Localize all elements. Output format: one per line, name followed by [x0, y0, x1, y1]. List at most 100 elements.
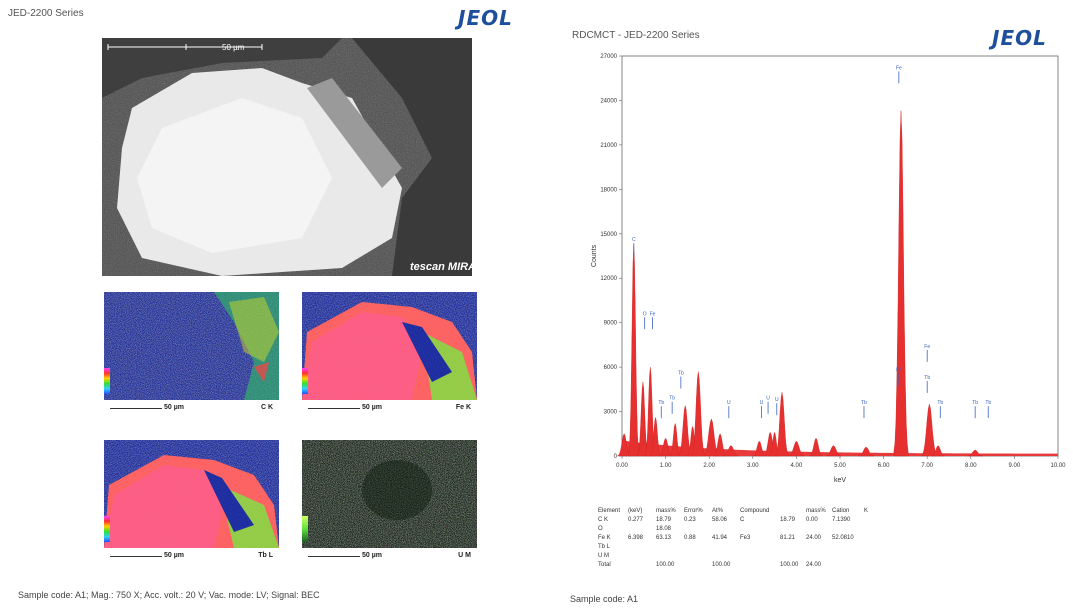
peak-label: Tb	[985, 400, 991, 406]
map-element-label: U M	[458, 552, 471, 559]
left-jeol-logo: JEOL	[458, 6, 513, 30]
map-bar-fe-k: 50 µm Fe K	[302, 402, 477, 416]
table-cell	[656, 552, 684, 561]
table-cell: Cation	[832, 508, 850, 514]
table-cell	[740, 561, 780, 570]
table-cell: 24.00	[806, 562, 822, 568]
y-tick-label: 3000	[604, 410, 618, 416]
table-cell: Element	[598, 508, 621, 514]
table-cell: 18.08	[656, 526, 672, 532]
table-cell	[806, 525, 832, 534]
table-cell	[806, 543, 832, 552]
map-bar-c-k: 50 µm C K	[104, 402, 279, 416]
table-cell: 0.88	[684, 535, 696, 541]
table-cell: 81.21	[780, 535, 796, 541]
x-tick-label: 8.00	[965, 463, 977, 469]
sem-scale-label: 50 µm	[222, 43, 245, 52]
peak-label: Tb	[924, 375, 930, 381]
peak-label: U	[766, 396, 770, 402]
table-cell	[780, 552, 806, 561]
table-cell	[740, 543, 780, 552]
table-cell: 52.0810	[832, 535, 854, 541]
sem-micrograph: 50 µm tescan MIRA	[102, 38, 472, 276]
spectrum-peak	[809, 437, 823, 457]
table-cell: 100.00	[656, 562, 675, 568]
table-cell: C K	[598, 517, 609, 523]
table-row: O 18.08	[598, 525, 876, 534]
y-tick-label: 24000	[600, 98, 617, 104]
table-cell	[712, 552, 740, 561]
peak-label: U	[727, 400, 731, 406]
spectrum-peak	[858, 446, 875, 457]
table-cell: U M	[598, 553, 609, 559]
y-axis-label: Counts	[591, 244, 598, 267]
x-tick-label: 0.00	[616, 463, 628, 469]
table-cell	[628, 552, 656, 561]
map-scale-label: 50 µm	[362, 404, 382, 411]
table-cell: Error%	[684, 508, 703, 514]
table-cell: Fe3	[740, 535, 751, 541]
table-cell	[864, 561, 876, 570]
eds-spectrum-svg: 0 3000 6000 9000 12000 15000 18000 21000 24000 27…	[591, 54, 1066, 484]
map-color-scale	[104, 368, 110, 394]
table-cell	[684, 552, 712, 561]
map-bar-u-m: 50 µm U M	[302, 550, 477, 564]
y-tick-label: 6000	[604, 365, 618, 371]
table-cell: mass%	[656, 508, 676, 514]
table-cell: Tb L	[598, 544, 611, 550]
map-element-label: Tb L	[258, 552, 273, 559]
table-cell	[780, 525, 806, 534]
map-u-m-image	[302, 440, 477, 548]
left-panel: JED-2200 Series JEOL 50 µm tescan MIRA	[8, 6, 513, 600]
map-color-scale	[104, 516, 110, 542]
table-cell: K	[864, 508, 869, 514]
y-tick-label: 18000	[600, 187, 617, 193]
left-caption: Sample code: A1; Mag.: 750 X; Acc. volt.…	[18, 590, 320, 600]
table-cell: Total	[598, 562, 611, 568]
spectrum-peak	[825, 445, 842, 457]
peak-label: Fe	[924, 344, 930, 350]
table-cell	[712, 525, 740, 534]
spectrum-peak	[775, 392, 789, 457]
peak-label: Tb	[678, 371, 684, 377]
table-cell	[832, 561, 864, 570]
peak-label: U	[760, 400, 764, 406]
map-element-label: Fe K	[455, 404, 471, 411]
x-axis-label: keV	[834, 477, 846, 484]
map-bar-tb-l: 50 µm Tb L	[104, 550, 279, 564]
table-row: Fe K 6.398 63.13 0.88 41.94 Fe3 81.21 24.00 52.0…	[598, 534, 876, 543]
table-cell	[864, 543, 876, 552]
quant-result-table: Element (keV) mass% Error% At% Compound mass% C…	[598, 507, 876, 570]
table-cell: O	[598, 526, 603, 532]
x-tick-label: 3.00	[747, 463, 759, 469]
table-cell	[832, 543, 864, 552]
map-element-label: C K	[260, 404, 273, 411]
table-cell: (keV)	[628, 508, 643, 514]
table-cell	[628, 561, 656, 570]
table-cell	[684, 543, 712, 552]
table-cell: Compound	[740, 508, 770, 514]
table-cell: 41.94	[712, 535, 728, 541]
table-cell	[864, 552, 876, 561]
table-cell	[740, 525, 780, 534]
table-cell: 6.398	[628, 535, 644, 541]
table-cell: 7.1390	[832, 517, 851, 523]
y-tick-label: 27000	[600, 54, 617, 60]
peak-label: Tb	[937, 400, 943, 406]
table-cell: At%	[712, 508, 724, 514]
map-fe-k-image	[302, 292, 477, 400]
table-cell	[684, 561, 712, 570]
y-tick-label: 21000	[600, 143, 617, 149]
table-cell	[740, 552, 780, 561]
sem-micrograph-svg: 50 µm tescan MIRA	[102, 38, 472, 276]
peak-label: Fe	[896, 65, 902, 71]
table-cell	[684, 525, 712, 534]
map-tile-tb-l	[104, 440, 279, 548]
spectrum-peak	[967, 449, 984, 457]
table-cell	[832, 552, 864, 561]
map-c-k-image	[104, 292, 279, 400]
right-jeol-logo: JEOL	[992, 26, 1047, 50]
table-cell: 18.79	[656, 517, 672, 523]
y-tick-label: 15000	[600, 232, 617, 238]
map-color-scale	[302, 368, 308, 394]
